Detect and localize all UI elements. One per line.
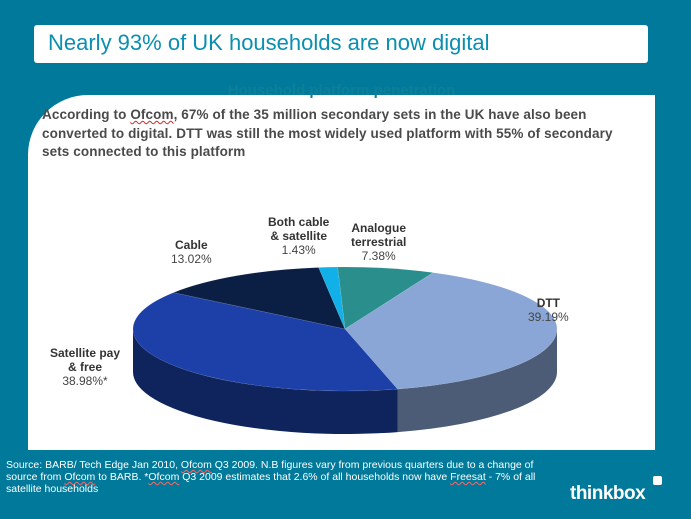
slice-name: & free [68, 360, 103, 374]
slice-side [397, 329, 557, 433]
intro-part: According to [42, 107, 131, 122]
slice-value: 39.19% [528, 310, 569, 324]
slice-name: Satellite pay [50, 346, 121, 360]
label-dtt: DTT 39.19% [528, 296, 569, 324]
source-part: Ofcom [148, 471, 180, 483]
source-part: Ofcom [64, 471, 96, 483]
source-part: Source: BARB/ Tech Edge Jan 2010, [6, 459, 181, 471]
slice-top [337, 266, 434, 330]
source-part: Q3 2009 estimates that 2.6% of all house… [179, 471, 451, 483]
slice-value: 7.38% [361, 249, 396, 263]
source-part: - 7% of all satellite households [6, 471, 536, 495]
slice-top [344, 272, 558, 390]
slice-top [318, 266, 346, 330]
source-note: Source: BARB/ Tech Edge Jan 2010, Ofcom … [6, 459, 556, 495]
label-analogue-terrestrial: Analogue terrestrial 7.38% [351, 221, 406, 263]
intro-part: Ofcom [130, 107, 174, 122]
slice-value: 1.43% [281, 243, 316, 257]
source-part: to BARB. * [95, 471, 149, 483]
slide-title: Nearly 93% of UK households are now digi… [48, 30, 490, 55]
slice-value: 38.98%* [62, 374, 108, 388]
slice-name: Cable [175, 238, 208, 252]
slice-top [132, 292, 399, 392]
source-part: Ofcom [180, 459, 212, 471]
slice-name: terrestrial [351, 235, 407, 249]
slice-top [172, 267, 346, 330]
label-cable: Cable 13.02% [171, 238, 212, 266]
label-satellite: Satellite pay & free 38.98%* [50, 346, 120, 388]
intro-part: , 67% of the 35 million secondary sets i… [42, 107, 613, 159]
source-part: Q3 2009. N.B figures vary from previous … [6, 459, 534, 483]
chart-title: Household platform penetration [227, 82, 456, 99]
slice-name: Both cable [268, 215, 330, 229]
slice-value: 13.02% [171, 252, 212, 266]
title-banner: Nearly 93% of UK households are now digi… [34, 25, 648, 63]
slice-name: DTT [536, 296, 561, 310]
slice-name: Analogue [351, 221, 407, 235]
slice-side [133, 329, 398, 434]
label-both-cable-satellite: Both cable & satellite 1.43% [268, 215, 329, 257]
source-part: Freesat [450, 471, 486, 483]
slice-name: & satellite [270, 229, 328, 243]
thinkbox-logo: thinkbox [570, 483, 646, 504]
intro-text: According to Ofcom, 67% of the 35 millio… [42, 106, 642, 162]
logo-square-icon [653, 476, 662, 485]
